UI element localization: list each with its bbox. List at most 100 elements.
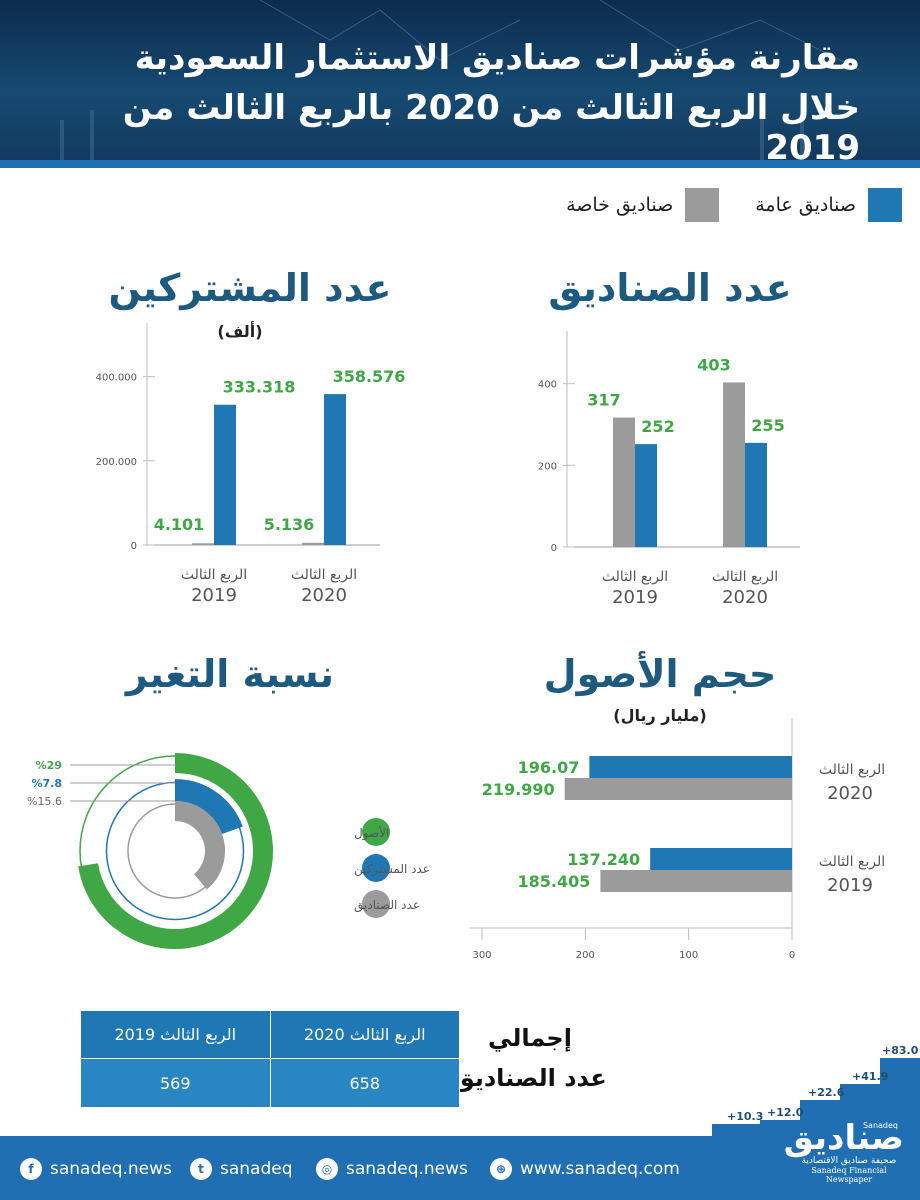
page-title-line1: مقارنة مؤشرات صناديق الاستثمار السعودية [134,38,860,78]
subscribers-bar [324,394,346,545]
subscribers-data-label: 333.318 [223,378,296,397]
legend: صناديق عامة صناديق خاصة [542,188,902,222]
charts-canvas: 0 200 400 317 252 الربع الثالث 2019 403 255 الربع… [27,323,885,961]
change-chart-title: نسبة التغير [125,652,335,696]
subscribers-y-tick-label: 0 [131,541,137,552]
assets-x-tick-label: 100 [679,950,698,961]
total-value-2020: 658 [269,1058,460,1108]
legend-label-public: صناديق عامة [755,194,856,216]
change-legend-dot [362,890,390,918]
subscribers-category-label: الربع الثالث [291,567,357,583]
change-value-label: %29 [36,759,62,772]
subscribers-category-year: 2020 [301,585,347,606]
header-stripe [0,160,920,168]
assets-category-year: 2020 [827,783,873,804]
assets-data-label: 137.240 [567,850,640,869]
step-3 [800,1100,840,1136]
assets-bar [589,756,792,778]
subscribers-data-label: 358.576 [333,367,406,386]
assets-unit: (مليار ريال) [613,706,707,725]
step-4 [840,1084,880,1136]
subscribers-unit: (ألف) [217,322,263,341]
change-legend-label: الأصول [354,825,389,841]
change-value-label: %7.8 [31,777,62,790]
assets-category-label: الربع الثالث [819,762,885,778]
total-title-line2: عدد الصناديق [453,1064,607,1092]
subscribers-bar [214,404,236,545]
twitter-icon: t [190,1158,212,1180]
subscribers-y-tick-label: 200.000 [96,457,137,468]
header-background-graphic [60,0,861,160]
funds-bar [723,382,745,547]
website-link[interactable]: ⊕ www.sanadeq.com [490,1158,680,1180]
funds-y-tick-label: 200 [538,461,557,472]
funds-category-label: الربع الثالث [602,569,668,585]
website-url: www.sanadeq.com [520,1159,680,1179]
assets-x-tick-label: 300 [472,950,491,961]
subscribers-category-label: الربع الثالث [181,567,247,583]
total-value-2019: 569 [80,1058,271,1108]
funds-y-tick-label: 0 [551,543,557,554]
funds-chart-title: عدد الصناديق [548,266,792,310]
assets-data-label: 196.07 [518,758,580,777]
funds-category-year: 2020 [722,587,768,608]
subscribers-bar [192,543,214,545]
legend-swatch-private [685,188,720,222]
facebook-link[interactable]: f sanadeq.news [20,1158,172,1180]
step-2 [760,1120,800,1136]
funds-bar [613,417,635,547]
subscribers-data-label: 5.136 [264,515,315,534]
total-header-2019: الربع الثالث 2019 [80,1010,271,1059]
step-5 [880,1058,920,1136]
step-label-2: +12.0 [767,1106,804,1119]
brand-logo: Sanadeq صناديق صحيفة صناديق الاقتصادية S… [783,1118,904,1184]
legend-label-private: صناديق خاصة [566,194,674,216]
instagram-link[interactable]: ◎ sanadeq.news [316,1158,468,1180]
instagram-icon: ◎ [316,1158,338,1180]
assets-bar [650,848,792,870]
assets-category-label: الربع الثالث [819,854,885,870]
change-legend-label: عدد المشتركين [354,862,430,877]
total-header-2020: الربع الثالث 2020 [269,1010,460,1059]
change-legend-dot [362,818,390,846]
brand-subtitle-ar: صحيفة صناديق الاقتصادية [801,1156,897,1166]
total-funds-table: الربع الثالث 2019 الربع الثالث 2020 569 … [80,1010,460,1108]
funds-bar [745,442,767,547]
assets-category-year: 2019 [827,875,873,896]
step-label-5: +83.0 [882,1044,919,1057]
globe-icon: ⊕ [490,1158,512,1180]
step-1 [712,1124,760,1136]
assets-x-tick-label: 200 [576,950,595,961]
assets-data-label: 219.990 [482,780,555,799]
change-value-label: %15.6 [27,795,62,808]
subscribers-chart-title: عدد المشتركين [108,266,392,310]
step-label-1: +10.3 [727,1110,764,1123]
funds-category-label: الربع الثالث [712,569,778,585]
facebook-icon: f [20,1158,42,1180]
twitter-link[interactable]: t sanadeq [190,1158,293,1180]
assets-x-tick-label: 0 [789,950,795,961]
funds-category-year: 2019 [612,587,658,608]
header-banner: مقارنة مؤشرات صناديق الاستثمار السعودية … [0,0,920,168]
brand-name-ar: صناديق [783,1118,904,1158]
brand-name-en: Sanadeq [862,1121,898,1130]
funds-data-label: 403 [697,355,730,374]
step-label-4: +41.9 [852,1070,889,1083]
assets-bar [564,778,792,800]
instagram-handle: sanadeq.news [346,1159,468,1179]
funds-data-label: 317 [587,391,620,410]
change-legend-dot [362,854,390,882]
funds-bar [635,444,657,547]
assets-bar [600,870,792,892]
footer-bar: f sanadeq.news t sanadeq ◎ sanadeq.news … [0,1136,920,1200]
funds-y-tick-label: 400 [538,380,557,391]
subscribers-y-tick-label: 400.000 [96,373,137,384]
step-label-3: +22.6 [808,1086,845,1099]
page-title-line2: خلال الربع الثالث من 2020 بالربع الثالث … [122,88,860,168]
change-arc [78,753,274,949]
twitter-handle: sanadeq [220,1159,293,1179]
assets-data-label: 185.405 [518,872,591,891]
subscribers-data-label: 4.101 [154,515,205,534]
facebook-handle: sanadeq.news [50,1159,172,1179]
subscribers-category-year: 2019 [191,585,237,606]
